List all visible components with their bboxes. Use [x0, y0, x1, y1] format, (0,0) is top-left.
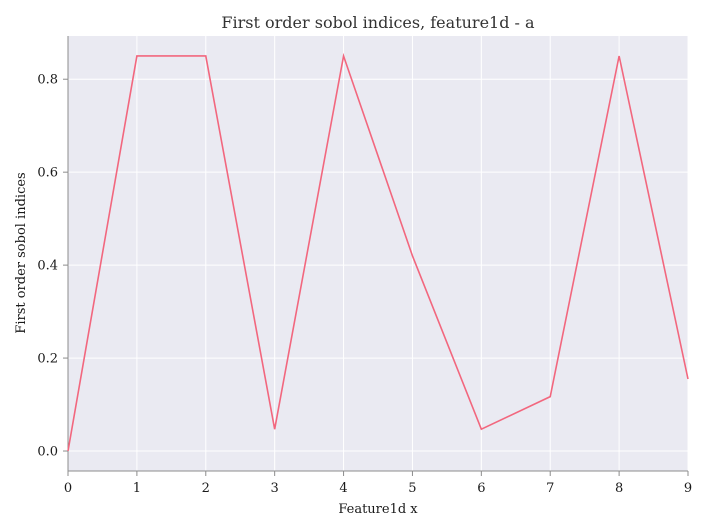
series-line: [67, 52, 689, 452]
x-tick-label: 2: [202, 481, 210, 496]
x-tick-label: 0: [64, 481, 72, 496]
y-axis-label: First order sobol indices: [14, 172, 29, 333]
x-tick-label: 5: [408, 481, 416, 496]
y-tick-label: 0.0: [37, 445, 58, 460]
x-tick-label: 9: [684, 481, 692, 496]
x-tick-label: 7: [546, 481, 554, 496]
plot-area: [68, 36, 688, 471]
x-tick-label: 4: [339, 481, 347, 496]
ticks: 0 1 2 3 4 5 6 7 8 9 0.0 0.2 0.4 0.6 0.8: [37, 73, 692, 496]
y-tick-label: 0.8: [37, 73, 58, 88]
series-group: [67, 52, 689, 452]
chart-title: First order sobol indices, feature1d - a: [221, 13, 535, 32]
y-tick-label: 0.2: [37, 352, 58, 367]
x-tick-label: 1: [133, 481, 141, 496]
x-tick-label: 6: [477, 481, 485, 496]
x-tick-label: 8: [615, 481, 623, 496]
x-axis-label: Feature1d x: [338, 502, 418, 517]
x-tick-label: 3: [271, 481, 279, 496]
y-tick-label: 0.4: [37, 259, 58, 274]
y-tick-label: 0.6: [37, 166, 58, 181]
axes: [67, 36, 688, 472]
